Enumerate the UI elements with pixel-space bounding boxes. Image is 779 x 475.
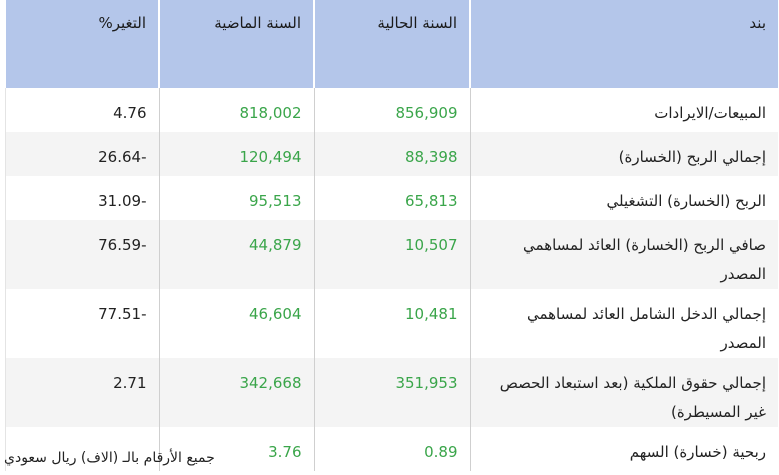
financial-summary-table: بند السنة الحالية السنة الماضية التغير% …: [4, 0, 778, 471]
header-change: التغير%: [4, 0, 159, 88]
row-item: إجمالي الدخل الشامل العائد لمساهمي المصد…: [469, 289, 778, 358]
footnote-text: جميع الأرقام بالـ (الاف) ريال سعودي: [4, 450, 215, 466]
change-value: 4.76: [4, 88, 159, 132]
table-row: صافي الربح (الخسارة) العائد لمساهمي المص…: [4, 220, 778, 289]
previous-year-value: 46,604: [158, 289, 314, 358]
current-year-value: 65,813: [313, 176, 470, 220]
row-item: الربح (الخسارة) التشغيلي: [469, 176, 778, 220]
current-year-value: 351,953: [313, 358, 470, 427]
table-row: إجمالي الدخل الشامل العائد لمساهمي المصد…: [4, 289, 778, 358]
current-year-value: 0.89: [313, 427, 470, 471]
previous-year-value: 3.76: [158, 427, 314, 471]
previous-year-value: 120,494: [158, 132, 314, 176]
table-row: الربح (الخسارة) التشغيلي 65,813 95,513 31.0…: [4, 176, 778, 220]
footnote: جميع الأرقام بالـ (الاف) ريال سعودي: [4, 450, 777, 466]
change-value: 26.64-: [4, 132, 159, 176]
table-row: إجمالي حقوق الملكية (بعد استبعاد الحصص غ…: [4, 358, 778, 427]
table-row: ربحية (خسارة) السهم 0.89 3.76: [4, 427, 778, 471]
change-value: 31.09-: [4, 176, 159, 220]
table-row: المبيعات/الايرادات 856,909 818,002 4.76: [4, 88, 778, 132]
change-value: 77.51-: [4, 289, 159, 358]
row-item: إجمالي حقوق الملكية (بعد استبعاد الحصص غ…: [469, 358, 778, 427]
header-previous-year: السنة الماضية: [158, 0, 314, 88]
financial-table-container: بند السنة الحالية السنة الماضية التغير% …: [4, 0, 778, 471]
row-item: ربحية (خسارة) السهم: [469, 427, 778, 471]
change-value: [4, 427, 159, 471]
previous-year-value: 818,002: [158, 88, 314, 132]
row-item: صافي الربح (الخسارة) العائد لمساهمي المص…: [469, 220, 778, 289]
table-row: إجمالي الربح (الخسارة) 88,398 120,494 26.64…: [4, 132, 778, 176]
previous-year-value: 342,668: [158, 358, 314, 427]
previous-year-value: 95,513: [158, 176, 314, 220]
previous-year-value: 44,879: [158, 220, 314, 289]
current-year-value: 88,398: [313, 132, 470, 176]
header-current-year: السنة الحالية: [313, 0, 470, 88]
current-year-value: 10,481: [313, 289, 470, 358]
row-item: إجمالي الربح (الخسارة): [469, 132, 778, 176]
current-year-value: 10,507: [313, 220, 470, 289]
header-item: بند: [469, 0, 778, 88]
change-value: 2.71: [4, 358, 159, 427]
table-header-row: بند السنة الحالية السنة الماضية التغير%: [4, 0, 778, 88]
row-item: المبيعات/الايرادات: [469, 88, 778, 132]
change-value: 76.59-: [4, 220, 159, 289]
current-year-value: 856,909: [313, 88, 470, 132]
